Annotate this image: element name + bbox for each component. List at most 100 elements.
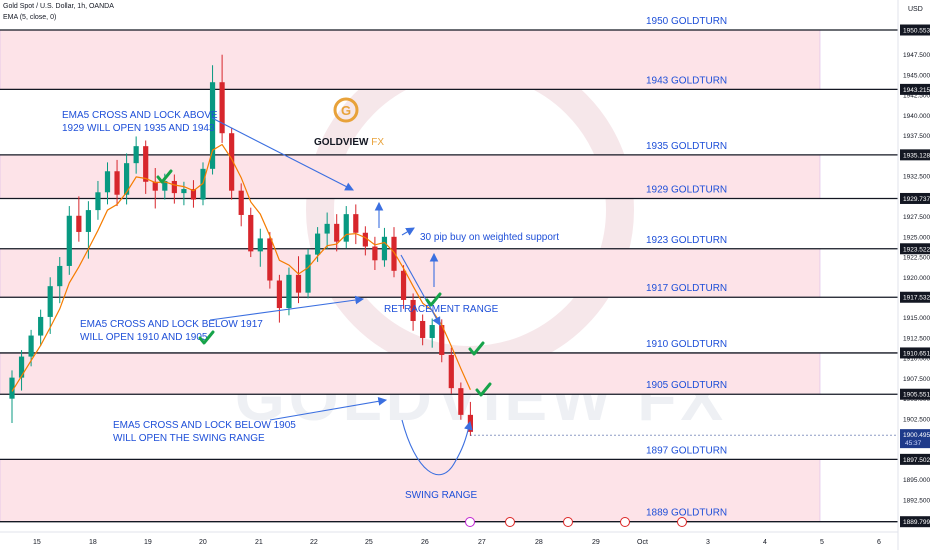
- level-label: 1950 GOLDTURN: [646, 16, 727, 27]
- candle-body: [257, 238, 263, 252]
- price-tick-label: 1920.000: [903, 275, 930, 282]
- annotation-arrow-retracement: [400, 254, 441, 326]
- event-flag-icon[interactable]: [505, 517, 515, 527]
- annotation-1917-line1: EMA5 CROSS AND LOCK BELOW 1917: [80, 319, 263, 330]
- price-tick-label: 1902.500: [903, 416, 930, 423]
- price-tick-label: 1892.500: [903, 497, 930, 504]
- candle-body: [420, 320, 426, 338]
- goldview-logo-text: GOLDVIEW FX: [314, 137, 384, 148]
- goldview-logo-icon: [333, 97, 359, 123]
- candle-body: [229, 133, 235, 191]
- candle-body: [410, 299, 416, 321]
- candle-body: [47, 286, 53, 317]
- annotation-1943-line1: EMA5 CROSS AND LOCK ABOVE: [62, 110, 218, 121]
- time-tick-label: 5: [820, 539, 824, 546]
- price-tick-label: 1922.500: [903, 255, 930, 262]
- price-tick-label: 1940.000: [903, 113, 930, 120]
- time-tick-label: 25: [365, 539, 373, 546]
- time-tick-label: 15: [33, 539, 41, 546]
- candle-body: [353, 214, 359, 233]
- candle-body: [85, 210, 91, 232]
- currency-label[interactable]: USD: [908, 6, 923, 13]
- time-tick-label: 28: [535, 539, 543, 546]
- candle-body: [334, 223, 340, 242]
- level-label: 1905 GOLDTURN: [646, 380, 727, 391]
- event-lightning-icon[interactable]: [465, 517, 475, 527]
- candle-body: [152, 181, 158, 191]
- level-label: 1943 GOLDTURN: [646, 75, 727, 86]
- level-label: 1917 GOLDTURN: [646, 283, 727, 294]
- candle-body: [190, 189, 197, 200]
- level-price-tag: [900, 291, 930, 303]
- level-price-tag-text: 1917.532: [903, 295, 930, 302]
- event-flag-icon[interactable]: [563, 517, 573, 527]
- watermark-ring: [306, 46, 634, 374]
- current-price-text: 1900.495: [903, 432, 930, 439]
- candle-body: [38, 316, 44, 336]
- candle-body: [381, 236, 388, 261]
- time-tick-label: 6: [877, 539, 881, 546]
- candle-body: [362, 232, 368, 247]
- level-price-tag: [900, 453, 930, 465]
- price-tick-label: 1942.500: [903, 93, 930, 100]
- candle-body: [28, 335, 34, 357]
- candle-body: [162, 180, 168, 191]
- price-tick-label: 1907.500: [903, 376, 930, 383]
- level-price-tag-text: 1923.522: [903, 246, 930, 253]
- time-axis[interactable]: 15 18 19 20 21 22 25 26 27 28 29 Oct 3 4 5 6: [0, 517, 898, 547]
- price-tick-label: 1947.500: [903, 52, 930, 59]
- candle-body: [343, 214, 349, 242]
- level-price-tag: [900, 516, 930, 528]
- candle-body: [104, 171, 111, 193]
- level-price-tag: [900, 24, 930, 36]
- price-tick-label: 1912.500: [903, 335, 930, 342]
- level-price-tag-text: 1905.551: [903, 392, 930, 399]
- candle-body: [219, 82, 225, 134]
- swing-curve-arrow: [401, 419, 473, 476]
- indicator-legend[interactable]: EMA (5, close, 0): [3, 14, 57, 21]
- level-price-tag: [900, 192, 930, 204]
- candle-body: [124, 163, 130, 195]
- level-price-tag-text: 1943.215: [903, 87, 930, 94]
- event-flag-icon[interactable]: [677, 517, 687, 527]
- trade-annotations: EMA5 CROSS AND LOCK ABOVE 1929 WILL OPEN …: [62, 110, 559, 501]
- candle-body: [448, 354, 454, 389]
- level-price-tag-text: 1929.737: [903, 196, 930, 203]
- level-price-tag-text: 1950.553: [903, 28, 930, 35]
- zone-band: [0, 29, 821, 90]
- annotation-1905-line2: WILL OPEN THE SWING RANGE: [113, 433, 265, 444]
- event-flag-icon[interactable]: [620, 517, 630, 527]
- price-axis[interactable]: 1892.5001895.0001897.5001900.0001902.500…: [470, 0, 930, 550]
- price-tick-label: 1910.000: [903, 356, 930, 363]
- candle-body: [171, 180, 177, 194]
- candle-body: [429, 325, 435, 338]
- annotation-arrow-1905: [269, 396, 388, 421]
- time-tick-label: 18: [89, 539, 97, 546]
- symbol-title[interactable]: Gold Spot / U.S. Dollar, 1h, OANDA: [3, 3, 114, 10]
- candlestick-series: [9, 54, 473, 436]
- candle-body: [315, 233, 321, 255]
- level-price-tag: [900, 149, 930, 161]
- level-price-tag-text: 1910.651: [903, 350, 930, 357]
- check-icon: [468, 341, 485, 356]
- zone-band: [0, 352, 821, 395]
- candle-body: [295, 274, 302, 293]
- time-tick-label: 19: [144, 539, 152, 546]
- check-icon: [156, 169, 173, 184]
- candle-body: [439, 325, 445, 355]
- candle-body: [95, 192, 101, 211]
- time-tick-label: 21: [255, 539, 263, 546]
- price-tick-label: 1937.500: [903, 133, 930, 140]
- annotation-retracement: RETRACEMENT RANGE: [384, 304, 499, 315]
- candle-body: [400, 270, 407, 300]
- level-label: 1897 GOLDTURN: [646, 445, 727, 456]
- time-tick-label: 27: [478, 539, 486, 546]
- goldview-logo: G GOLDVIEW FX: [314, 97, 384, 148]
- price-tick-label: 1932.500: [903, 174, 930, 181]
- candle-body: [372, 246, 378, 261]
- annotation-buy-note: 30 pip buy on weighted support: [420, 232, 559, 243]
- annotation-1943-line2: 1929 WILL OPEN 1935 AND 1943: [62, 123, 215, 134]
- candle-body: [76, 215, 82, 232]
- current-price-badge: [900, 429, 930, 449]
